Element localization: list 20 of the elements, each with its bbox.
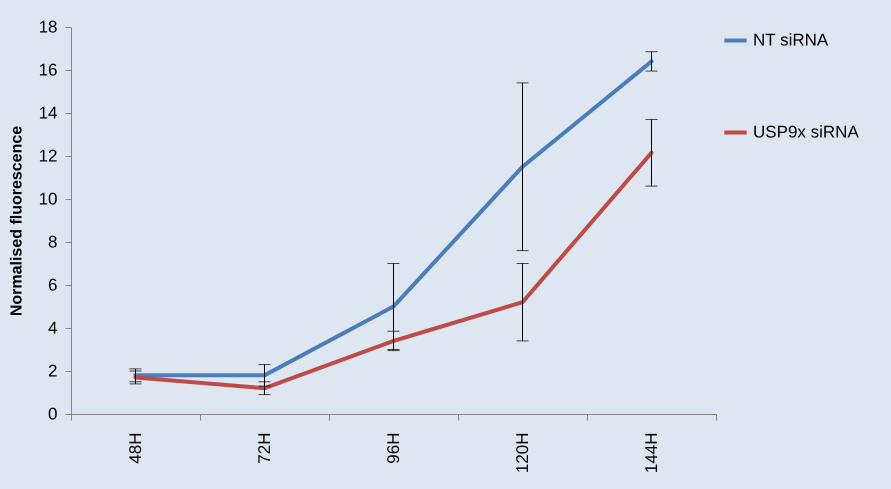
legend-label: USP9x siRNA <box>753 122 860 142</box>
y-tick-label: 10 <box>38 190 58 208</box>
x-tick-label: 144H <box>642 432 661 474</box>
y-tick-label: 16 <box>38 60 58 80</box>
y-axis-title: Normalised fluorescence <box>8 126 26 316</box>
y-tick-label: 4 <box>48 318 58 338</box>
legend-label: NT siRNA <box>753 30 829 50</box>
y-tick-label: 14 <box>38 104 58 122</box>
y-tick-label: 18 <box>38 18 58 36</box>
x-tick-label: 120H <box>513 432 532 474</box>
y-tick-label: 8 <box>48 232 58 252</box>
y-tick-label: 2 <box>48 362 58 380</box>
y-tick-label: 12 <box>38 146 58 166</box>
line-series <box>134 59 654 378</box>
x-tick-label: 96H <box>384 432 403 464</box>
y-tick-label: 0 <box>48 404 58 424</box>
x-tick-label: 48H <box>126 432 145 464</box>
line-series <box>134 150 654 390</box>
y-tick-label: 6 <box>48 276 58 294</box>
x-tick-label: 72H <box>255 432 274 464</box>
